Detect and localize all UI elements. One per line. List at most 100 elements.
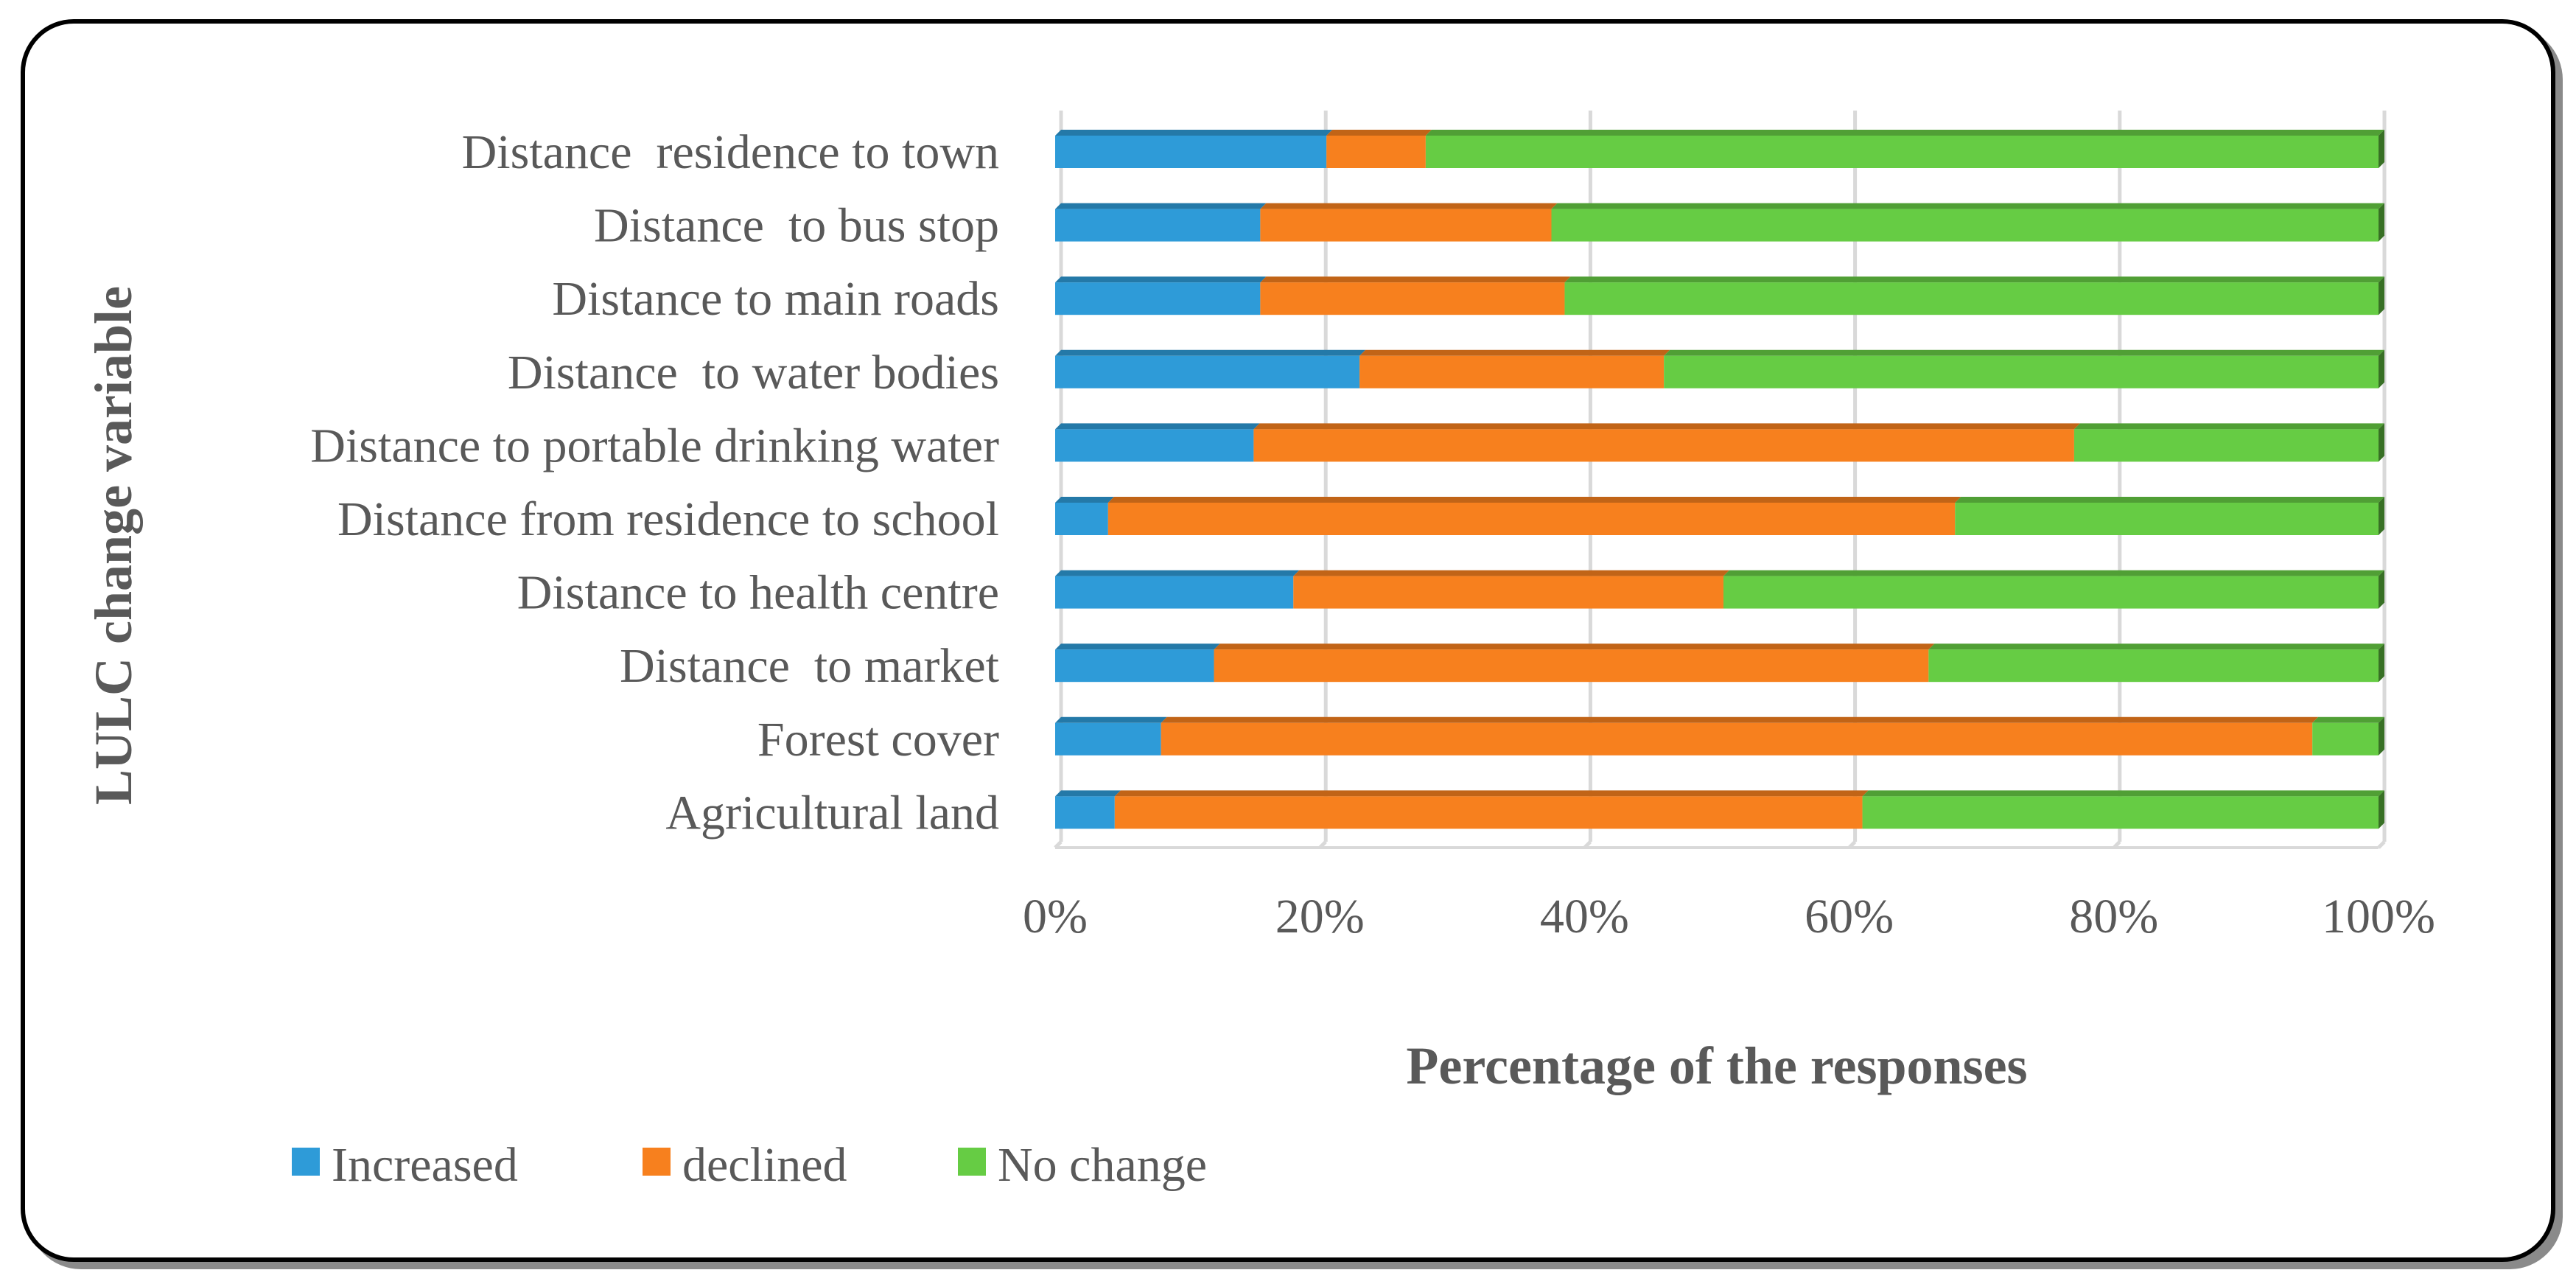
bar-segment-declined xyxy=(1260,209,1552,242)
bar-top-face xyxy=(1955,497,2384,503)
bar-end-face xyxy=(2379,643,2384,683)
y-axis-title: LULC change variable xyxy=(84,286,143,805)
bar-segment-declined xyxy=(1359,355,1665,388)
bar-segment-increased xyxy=(1055,136,1327,168)
bar-top-face xyxy=(1055,349,1366,356)
bar-top-face xyxy=(2073,423,2384,430)
bar-top-face xyxy=(1253,423,2080,430)
legend-swatch xyxy=(292,1148,320,1176)
category-label: Distance to water bodies xyxy=(508,346,999,399)
x-tick-label: 80% xyxy=(2069,890,2158,943)
legend-label: No change xyxy=(998,1138,1207,1192)
bar-top-face xyxy=(1107,497,1961,503)
bar-top-face xyxy=(1055,276,1267,283)
bar-end-face xyxy=(2379,423,2384,462)
bar-top-face xyxy=(1293,570,1729,576)
bar-top-face xyxy=(1551,203,2384,209)
bar-segment-declined xyxy=(1260,282,1565,315)
bar-segment-declined xyxy=(1326,136,1426,168)
bar-segment-increased xyxy=(1055,722,1161,756)
bar-segment-increased xyxy=(1055,649,1214,683)
category-label: Distance to bus stop xyxy=(594,199,999,253)
legend-swatch xyxy=(643,1148,671,1176)
x-tick-label: 100% xyxy=(2322,890,2435,943)
bar-end-face xyxy=(2379,276,2384,315)
bar-end-face xyxy=(2379,716,2384,756)
bar-segment-declined xyxy=(1161,722,2313,756)
bar-segment-no-change xyxy=(1564,282,2379,315)
legend-label: Increased xyxy=(332,1138,518,1192)
bar-top-face xyxy=(1359,349,1670,356)
category-label: Forest cover xyxy=(757,713,999,767)
bar-top-face xyxy=(1260,276,1571,283)
bar-top-face xyxy=(1114,790,1869,797)
bar-top-face xyxy=(1055,130,1333,136)
bar-top-face xyxy=(1260,203,1558,209)
x-axis-title: Percentage of the responses xyxy=(1406,1036,2027,1095)
bar-segment-increased xyxy=(1055,209,1261,242)
bar-end-face xyxy=(2379,497,2384,535)
bar-end-face xyxy=(2379,203,2384,242)
bar-top-face xyxy=(1055,570,1300,576)
x-tick-label: 0% xyxy=(1023,890,1088,943)
bar-segment-no-change xyxy=(1862,796,2379,829)
category-label: Distance to portable drinking water xyxy=(310,419,999,472)
bar-segment-no-change xyxy=(2073,429,2379,462)
bar-top-face xyxy=(1326,130,1432,136)
category-labels: Distance residence to town Distance to bu… xyxy=(310,125,999,840)
bar-end-face xyxy=(2379,349,2384,388)
bar-top-face xyxy=(1928,643,2384,650)
bar-area xyxy=(1055,130,2384,829)
category-label: Distance to health centre xyxy=(517,566,999,620)
legend: Increased declined No change xyxy=(292,1138,1207,1192)
bar-segment-declined xyxy=(1214,649,1929,683)
category-label: Distance residence to town xyxy=(462,125,999,179)
bar-top-face xyxy=(2312,716,2384,723)
bar-top-face xyxy=(1055,790,1121,797)
bar-segment-increased xyxy=(1055,282,1261,315)
bar-top-face xyxy=(1664,349,2384,356)
bar-top-face xyxy=(1055,423,1260,430)
category-label: Distance to main roads xyxy=(552,272,999,326)
bar-segment-no-change xyxy=(1955,503,2379,535)
category-label: Agricultural land xyxy=(665,786,999,840)
bar-segment-increased xyxy=(1055,576,1294,609)
bar-top-face xyxy=(1055,497,1114,503)
bar-top-face xyxy=(1862,790,2384,797)
bar-end-face xyxy=(2379,790,2384,829)
bar-segment-no-change xyxy=(2312,722,2379,756)
bar-top-face xyxy=(1055,716,1167,723)
bar-top-face xyxy=(1161,716,2319,723)
bar-top-face xyxy=(1723,570,2384,576)
bar-segment-no-change xyxy=(1723,576,2379,609)
gridline-floor xyxy=(2377,840,2386,849)
bar-end-face xyxy=(2379,130,2384,168)
bar-segment-no-change xyxy=(1551,209,2379,242)
category-label: Distance to market xyxy=(620,639,999,693)
bar-top-face xyxy=(1055,643,1220,650)
x-tick-label: 40% xyxy=(1540,890,1629,943)
bar-segment-declined xyxy=(1107,503,1956,535)
legend-swatch xyxy=(958,1148,986,1176)
bar-top-face xyxy=(1425,130,2384,136)
bar-end-face xyxy=(2379,570,2384,609)
bar-segment-no-change xyxy=(1928,649,2379,683)
bar-segment-no-change xyxy=(1664,355,2379,388)
bar-segment-increased xyxy=(1055,796,1115,829)
bar-segment-increased xyxy=(1055,429,1254,462)
x-tick-label: 20% xyxy=(1275,890,1365,943)
bar-segment-declined xyxy=(1293,576,1723,609)
legend-label: declined xyxy=(682,1138,847,1192)
bar-segment-declined xyxy=(1114,796,1863,829)
category-label: Distance from residence to school xyxy=(337,492,999,546)
bar-segment-increased xyxy=(1055,355,1360,388)
bar-top-face xyxy=(1564,276,2384,283)
x-tick-label: 60% xyxy=(1805,890,1894,943)
bar-segment-no-change xyxy=(1425,136,2379,168)
x-tick-labels: 0% 20% 40% 60% 80% 100% xyxy=(1023,890,2435,943)
bar-segment-increased xyxy=(1055,503,1108,535)
bar-top-face xyxy=(1214,643,1935,650)
bar-segment-declined xyxy=(1253,429,2074,462)
bar-top-face xyxy=(1055,203,1267,209)
